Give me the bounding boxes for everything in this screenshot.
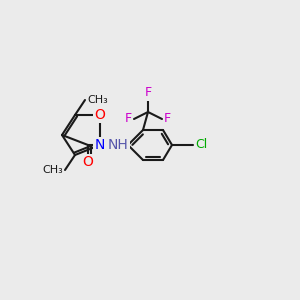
Text: O: O <box>94 108 105 122</box>
Text: N: N <box>95 138 105 152</box>
Text: F: F <box>164 112 171 125</box>
Text: F: F <box>144 86 152 100</box>
Text: CH₃: CH₃ <box>87 95 108 105</box>
Text: F: F <box>125 112 132 125</box>
Text: O: O <box>82 155 93 169</box>
Text: CH₃: CH₃ <box>42 165 63 175</box>
Text: Cl: Cl <box>195 139 207 152</box>
Text: NH: NH <box>108 138 129 152</box>
